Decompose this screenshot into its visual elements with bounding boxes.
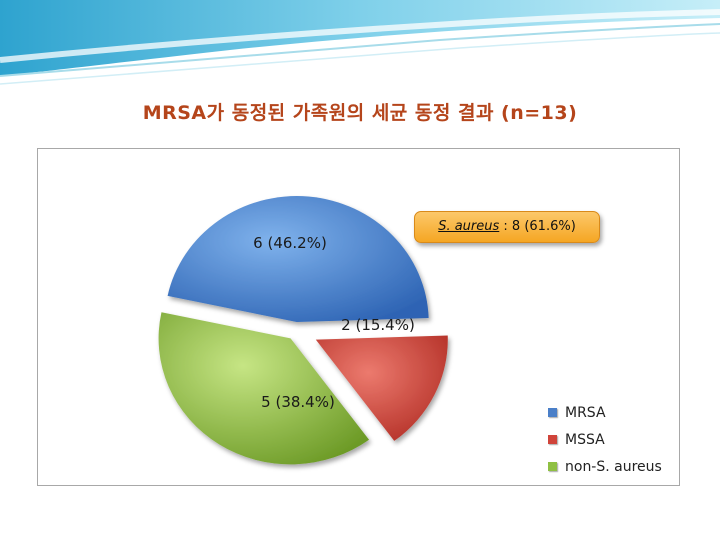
legend-swatch-non-s-aureus: [548, 462, 557, 471]
legend-label-mrsa: MRSA: [565, 404, 606, 421]
legend: MRSA MSSA non-S. aureus: [548, 399, 662, 480]
page-title: MRSA가 동정된 가족원의 세균 동정 결과 (n=13): [142, 102, 578, 124]
s-aureus-callout: S. aureus : 8 (61.6%): [414, 211, 600, 243]
legend-item-mssa: MSSA: [548, 426, 662, 453]
legend-swatch-mrsa: [548, 408, 557, 417]
slice-label-non-s-aureus: 5 (38.4%): [261, 393, 335, 411]
legend-label-non-s-aureus: non-S. aureus: [565, 458, 662, 475]
callout-species: S. aureus: [438, 219, 500, 234]
legend-item-mrsa: MRSA: [548, 399, 662, 426]
slice-label-mrsa: 6 (46.2%): [253, 234, 327, 252]
legend-item-non-s-aureus: non-S. aureus: [548, 453, 662, 480]
slice-label-mssa: 2 (15.4%): [341, 316, 415, 334]
callout-count: : 8 (61.6%): [503, 219, 576, 234]
header-wave-decoration: [0, 0, 720, 85]
pie-slice-mrsa: [167, 196, 429, 323]
pie-slice-non-s-aureus: [158, 312, 370, 465]
legend-label-mssa: MSSA: [565, 431, 605, 448]
pie-slice-mssa: [315, 335, 448, 441]
legend-swatch-mssa: [548, 435, 557, 444]
